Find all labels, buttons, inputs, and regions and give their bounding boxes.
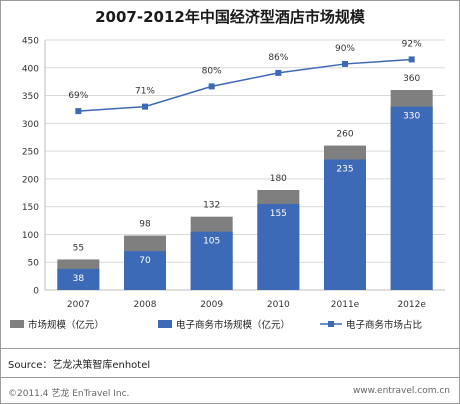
bar-ecommerce-size (324, 159, 366, 290)
label-ecommerce-size: 105 (203, 237, 220, 247)
label-ecommerce-size: 38 (73, 274, 85, 284)
x-tick-label: 2008 (134, 300, 157, 310)
bar-ecommerce-size (57, 268, 100, 290)
label-ecommerce-size: 70 (139, 256, 151, 266)
bar-ecommerce-size (124, 251, 166, 290)
label-share: 92% (402, 39, 422, 49)
x-tick-label: 2007 (67, 300, 90, 310)
footer-url: www.entravel.com.cn (352, 386, 450, 396)
label-share: 86% (268, 53, 288, 63)
x-tick-label: 2009 (200, 300, 223, 310)
label-share: 80% (202, 66, 222, 76)
legend-market-size-label: 市场规模（亿元） (28, 319, 104, 331)
label-ecommerce-size: 155 (270, 209, 287, 219)
share-marker (142, 103, 148, 110)
legend-ecommerce-size-label: 电子商务市场规模（亿元） (176, 319, 290, 331)
y-tick-label: 450 (22, 37, 39, 47)
x-tick-label: 2011e (331, 300, 360, 310)
label-market-size: 260 (336, 130, 353, 140)
y-tick-label: 50 (28, 259, 40, 269)
y-tick-label: 200 (22, 175, 39, 185)
share-marker (75, 108, 82, 115)
label-share: 69% (68, 91, 88, 101)
x-tick-label: 2012e (397, 300, 426, 310)
x-tick-label: 2010 (267, 300, 290, 310)
label-share: 71% (135, 87, 155, 97)
chart-title: 2007-2012年中国经济型酒店市场规模 (95, 8, 365, 26)
y-tick-label: 300 (22, 120, 39, 130)
y-tick-label: 400 (22, 64, 39, 74)
label-market-size: 180 (270, 174, 287, 184)
label-ecommerce-size: 235 (336, 164, 353, 174)
legend-market-size-swatch (10, 320, 24, 328)
legend-share-label: 电子商务市场占比 (346, 319, 422, 331)
bar-ecommerce-size (257, 203, 300, 290)
footer-divider (0, 377, 460, 378)
source-note: Source：艺龙决策智库enhotel (8, 360, 151, 371)
label-market-size: 98 (139, 220, 151, 230)
legend-share-marker (328, 321, 334, 327)
legend-ecommerce-size-swatch (158, 320, 172, 328)
share-marker (275, 69, 282, 76)
y-tick-label: 350 (22, 92, 39, 102)
share-marker (342, 60, 348, 67)
label-market-size: 55 (73, 243, 84, 253)
label-market-size: 132 (203, 201, 220, 211)
label-share: 90% (335, 44, 355, 54)
bar-ecommerce-size (190, 231, 233, 290)
y-tick-label: 150 (22, 203, 39, 213)
source-divider (0, 348, 460, 349)
share-marker (408, 56, 415, 63)
y-tick-label: 250 (22, 148, 39, 158)
label-market-size: 360 (403, 74, 420, 84)
y-tick-label: 100 (22, 231, 39, 241)
bar-ecommerce-size (390, 106, 433, 291)
footer-copyright: ©2011.4 艺龙 EnTravel Inc. (8, 389, 130, 399)
share-line (78, 58, 412, 112)
y-tick-label: 0 (33, 287, 39, 297)
share-marker (208, 83, 215, 90)
label-ecommerce-size: 330 (403, 112, 420, 122)
